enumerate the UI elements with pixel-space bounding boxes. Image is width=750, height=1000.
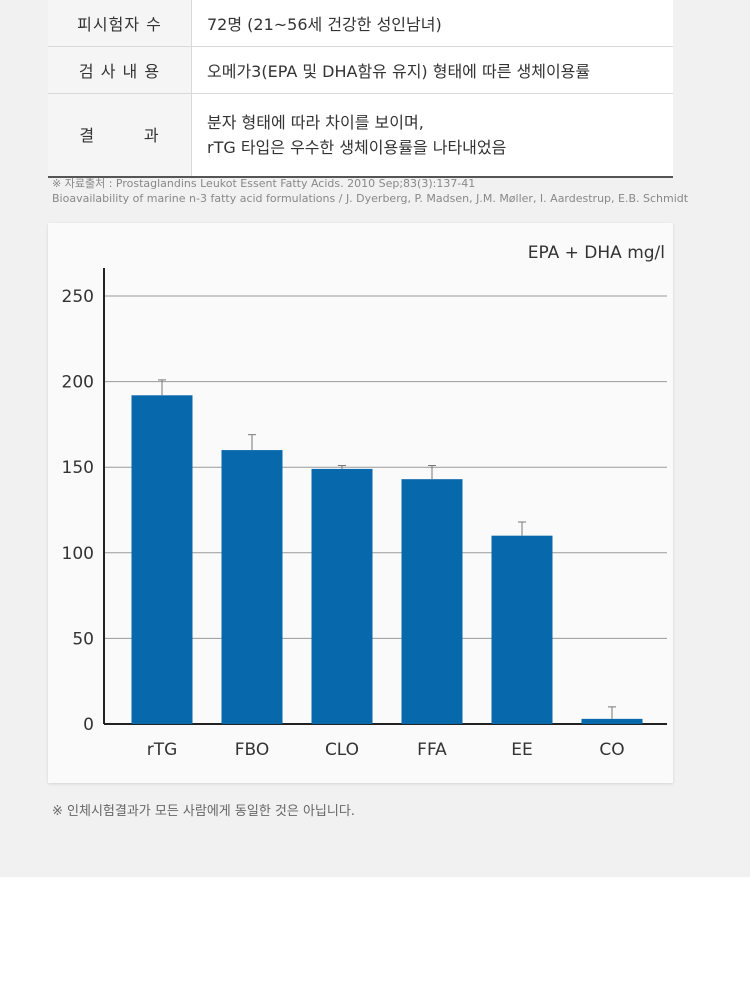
x-tick-label: CLO <box>325 740 359 760</box>
y-tick-label: 250 <box>62 287 94 307</box>
row-label-content: 검 사 내 용 <box>48 46 192 94</box>
y-tick-label: 150 <box>62 458 94 478</box>
x-tick-label: CO <box>599 740 624 760</box>
bar <box>311 468 373 724</box>
bar <box>401 479 463 724</box>
bar <box>221 450 283 724</box>
study-info-table: 피시험자 수 72명 (21~56세 건강한 성인남녀) 검 사 내 용 오메가… <box>48 0 673 178</box>
result-line-1: 분자 형태에 따라 차이를 보이며, <box>207 113 424 132</box>
y-tick-label: 100 <box>62 544 94 564</box>
row-value-content: 오메가3(EPA 및 DHA함유 유지) 형태에 따른 생체이용률 <box>191 46 673 94</box>
content-panel: 피시험자 수 72명 (21~56세 건강한 성인남녀) 검 사 내 용 오메가… <box>0 0 750 877</box>
y-tick-label: 0 <box>83 715 94 735</box>
bioavailability-chart: EPA + DHA mg/l 0 50 100 150 200 250 rTG FBO CLO F… <box>48 223 673 783</box>
bar <box>581 718 643 724</box>
source-citation: ※ 자료출처 : Prostaglandins Leukot Essent Fa… <box>52 176 692 206</box>
chart-unit-label: EPA + DHA mg/l <box>527 243 665 263</box>
x-tick-label: EE <box>511 740 532 760</box>
x-tick-label: FFA <box>417 740 447 760</box>
source-line-2: Bioavailability of marine n-3 fatty acid… <box>52 192 689 205</box>
y-tick-label: 50 <box>72 629 94 649</box>
table-row: 검 사 내 용 오메가3(EPA 및 DHA함유 유지) 형태에 따른 생체이용… <box>48 46 673 94</box>
bar <box>491 535 553 724</box>
row-label-subjects: 피시험자 수 <box>48 0 192 47</box>
x-tick-label: FBO <box>235 740 270 760</box>
x-tick-label: rTG <box>147 740 178 760</box>
result-line-2: rTG 타입은 우수한 생체이용률을 나타내었음 <box>207 138 507 157</box>
table-row: 피시험자 수 72명 (21~56세 건강한 성인남녀) <box>48 0 673 47</box>
row-value-subjects: 72명 (21~56세 건강한 성인남녀) <box>191 0 673 47</box>
row-label-result: 결 과 <box>48 93 192 178</box>
table-row: 결 과 분자 형태에 따라 차이를 보이며, rTG 타입은 우수한 생체이용률… <box>48 93 673 178</box>
chart-svg: 0 50 100 150 200 250 rTG FBO CLO FFA EE CO <box>62 268 667 760</box>
footnote: ※ 인체시험결과가 모든 사람에게 동일한 것은 아닙니다. <box>52 804 355 819</box>
bar <box>131 395 193 724</box>
y-tick-label: 200 <box>62 373 94 393</box>
source-line-1: ※ 자료출처 : Prostaglandins Leukot Essent Fa… <box>52 177 476 190</box>
row-value-result: 분자 형태에 따라 차이를 보이며, rTG 타입은 우수한 생체이용률을 나타… <box>191 93 673 178</box>
